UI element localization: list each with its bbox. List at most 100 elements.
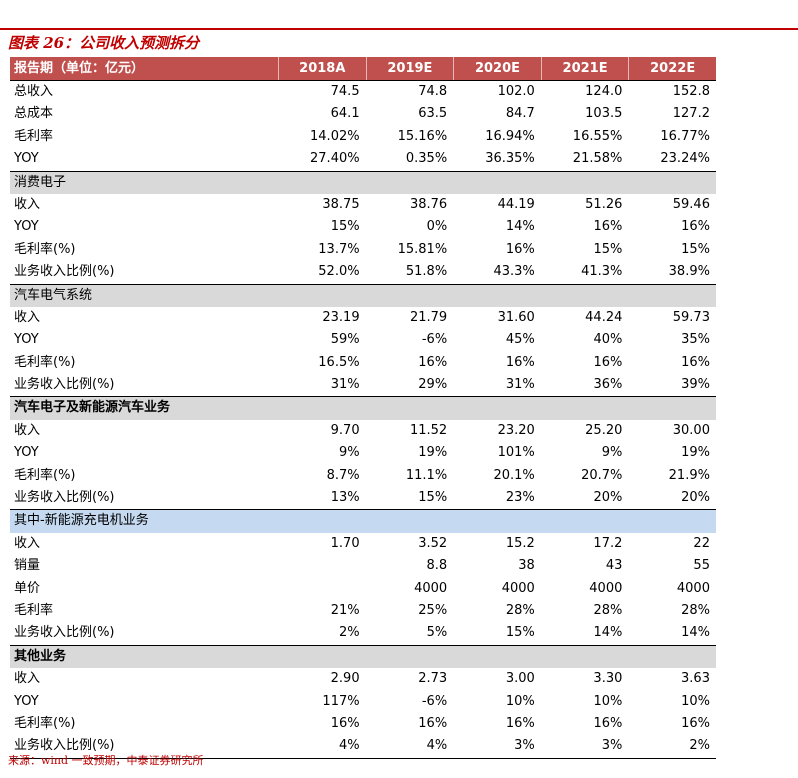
- section-row: 汽车电气系统: [10, 283, 716, 307]
- cell-value: 14%: [681, 625, 710, 641]
- cell-value: 13%: [330, 490, 360, 506]
- cell-value: 36%: [593, 377, 623, 393]
- cell-value: 27.40%: [310, 151, 360, 167]
- cell-value: 16.77%: [660, 128, 710, 144]
- cell-value: 8.7%: [326, 467, 360, 483]
- table-row: YOY 27.40% 0.35% 36.35% 21.58% 23.24%: [10, 148, 716, 170]
- cell-value: 2.73: [418, 671, 448, 687]
- section-label: 汽车电子及新能源汽车业务: [14, 400, 171, 416]
- cell-value: 16.94%: [485, 128, 535, 144]
- cell-value: 20.1%: [493, 467, 535, 483]
- top-rule: [0, 28, 798, 30]
- cell-value: 16%: [593, 354, 623, 370]
- table-row: YOY 59% -6% 45% 40% 35%: [10, 329, 716, 351]
- section-row: 其中-新能源充电机业务: [10, 509, 716, 533]
- cell-value: 43: [605, 558, 623, 574]
- cell-value: 44.19: [497, 196, 535, 212]
- cell-value: 30.00: [672, 422, 710, 438]
- cell-value: 2%: [689, 738, 710, 754]
- cell-value: [278, 578, 366, 600]
- table-row: YOY 9% 19% 101% 9% 19%: [10, 442, 716, 464]
- header-year: 2020E: [453, 57, 541, 80]
- row-label: 业务收入比例(%): [14, 264, 115, 280]
- cell-value: 31%: [505, 377, 535, 393]
- table-header-row: 报告期（单位：亿元） 2018A 2019E 2020E 2021E 2022E: [10, 57, 716, 80]
- cell-value: 4000: [676, 580, 710, 596]
- table-row: 业务收入比例(%) 4% 4% 3% 3% 2%: [10, 735, 716, 757]
- row-label: 单价: [14, 580, 41, 596]
- cell-value: 29%: [418, 377, 448, 393]
- cell-value: 23.24%: [660, 151, 710, 167]
- cell-value: 55: [693, 558, 710, 574]
- row-label: 收入: [14, 309, 41, 325]
- figure-title: 图表 26：公司收入预测拆分: [8, 34, 200, 52]
- cell-value: 41.3%: [581, 264, 623, 280]
- cell-value: 16%: [681, 715, 710, 731]
- table-row: 销量 8.8 38 43 55: [10, 555, 716, 577]
- cell-value: -6%: [421, 693, 448, 709]
- cell-value: 16.55%: [572, 128, 623, 144]
- row-label: YOY: [14, 445, 39, 461]
- cell-value: 9%: [601, 445, 623, 461]
- cell-value: 15.16%: [397, 128, 448, 144]
- table-row: 收入 1.70 3.52 15.2 17.2 22: [10, 533, 716, 555]
- row-label: YOY: [14, 151, 39, 167]
- cell-value: 0.35%: [405, 151, 448, 167]
- row-label: 毛利率(%): [14, 467, 76, 483]
- table-row: 毛利率(%) 16.5% 16% 16% 16% 16%: [10, 352, 716, 374]
- cell-value: 16%: [418, 715, 448, 731]
- table-row: 业务收入比例(%) 13% 15% 23% 20% 20%: [10, 487, 716, 509]
- cell-value: 45%: [505, 332, 535, 348]
- cell-value: 38.9%: [668, 264, 710, 280]
- cell-value: 4%: [338, 738, 360, 754]
- table-row: 毛利率 21% 25% 28% 28% 28%: [10, 600, 716, 622]
- table-row: 毛利率 14.02% 15.16% 16.94% 16.55% 16.77%: [10, 126, 716, 148]
- cell-value: 20%: [681, 490, 710, 506]
- cell-value: 40%: [593, 332, 623, 348]
- cell-value: 23.19: [322, 309, 360, 325]
- row-label: 总成本: [14, 106, 54, 122]
- cell-value: 127.2: [672, 106, 710, 122]
- header-year: 2018A: [278, 57, 366, 80]
- cell-value: 22: [693, 535, 710, 551]
- cell-value: 38: [518, 558, 535, 574]
- cell-value: 14%: [505, 219, 535, 235]
- cell-value: 16%: [681, 354, 710, 370]
- cell-value: -6%: [421, 332, 448, 348]
- cell-value: 4000: [589, 580, 623, 596]
- row-label: 收入: [14, 422, 41, 438]
- row-label: 毛利率(%): [14, 354, 76, 370]
- section-row: 消费电子: [10, 170, 716, 194]
- cell-value: 16%: [505, 241, 535, 257]
- table-row: 收入 23.19 21.79 31.60 44.24 59.73: [10, 307, 716, 329]
- cell-value: 4%: [426, 738, 448, 754]
- cell-value: 0%: [426, 219, 448, 235]
- row-label: YOY: [14, 332, 39, 348]
- cell-value: 11.52: [409, 422, 448, 438]
- cell-value: 4000: [501, 580, 535, 596]
- bottom-rule: [10, 758, 716, 759]
- cell-value: 3.00: [505, 671, 535, 687]
- table-row: YOY 15% 0% 14% 16% 16%: [10, 216, 716, 238]
- cell-value: 21.9%: [668, 467, 710, 483]
- cell-value: 3%: [514, 738, 535, 754]
- cell-value: 16.5%: [318, 354, 360, 370]
- cell-value: 3.52: [418, 535, 448, 551]
- cell-value: [278, 555, 366, 577]
- row-label: 销量: [14, 558, 41, 574]
- cell-value: 3.63: [681, 671, 710, 687]
- table-row: 总收入 74.5 74.8 102.0 124.0 152.8: [10, 80, 716, 103]
- cell-value: 17.2: [593, 535, 623, 551]
- cell-value: 103.5: [585, 106, 623, 122]
- cell-value: 15%: [505, 625, 535, 641]
- table-row: 毛利率(%) 16% 16% 16% 16% 16%: [10, 713, 716, 735]
- table-row: 毛利率(%) 8.7% 11.1% 20.1% 20.7% 21.9%: [10, 465, 716, 487]
- cell-value: 14%: [593, 625, 623, 641]
- cell-value: 16%: [593, 715, 623, 731]
- cell-value: 31.60: [497, 309, 535, 325]
- cell-value: 59.73: [672, 309, 710, 325]
- section-label: 汽车电气系统: [14, 287, 93, 303]
- source-note: 来源：wind 一致预期，中泰证券研究所: [8, 754, 204, 767]
- header-label: 报告期（单位：亿元）: [14, 61, 145, 76]
- cell-value: 21%: [330, 602, 360, 618]
